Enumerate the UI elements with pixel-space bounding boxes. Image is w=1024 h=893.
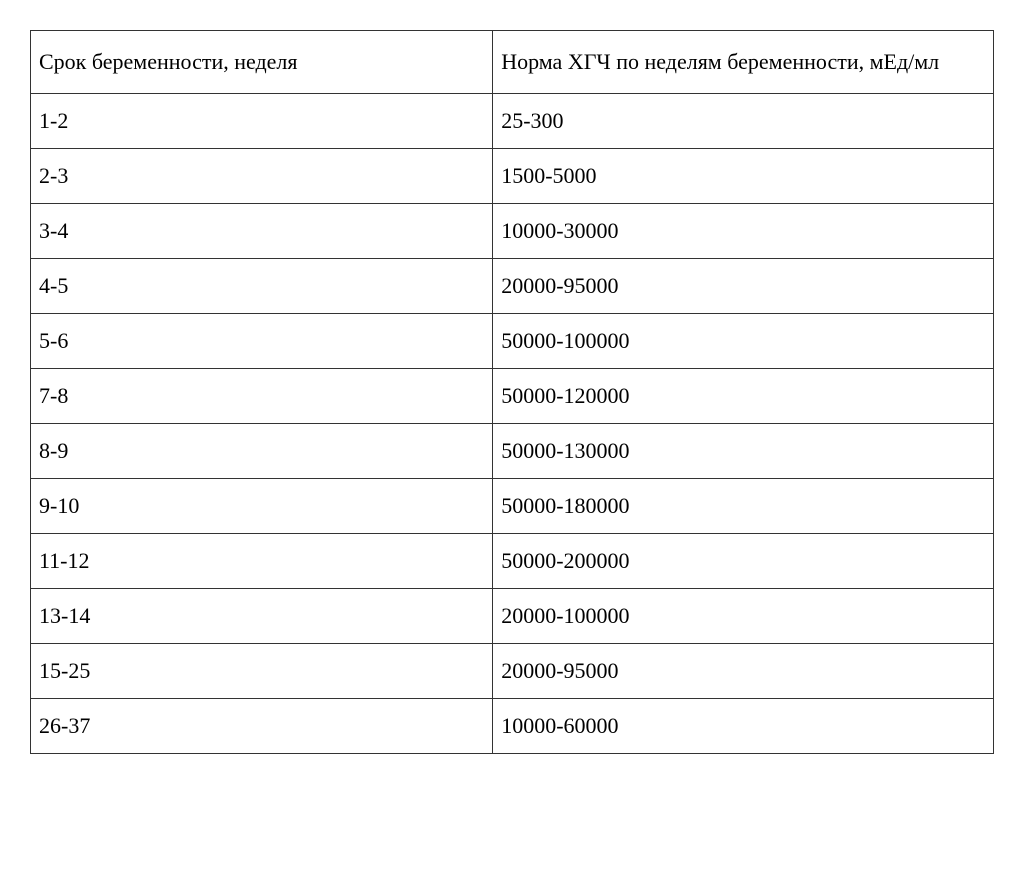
table-row: 1-2 25-300: [31, 94, 994, 149]
cell-weeks: 7-8: [31, 369, 493, 424]
cell-hcg: 25-300: [493, 94, 994, 149]
hcg-norms-table: Срок беременности, неделя Норма ХГЧ по н…: [30, 30, 994, 754]
table-row: 2-3 1500-5000: [31, 149, 994, 204]
cell-hcg: 20000-100000: [493, 589, 994, 644]
cell-weeks: 4-5: [31, 259, 493, 314]
cell-weeks: 15-25: [31, 644, 493, 699]
cell-weeks: 1-2: [31, 94, 493, 149]
cell-hcg: 50000-200000: [493, 534, 994, 589]
cell-weeks: 11-12: [31, 534, 493, 589]
column-header-weeks: Срок беременности, неделя: [31, 31, 493, 94]
cell-weeks: 8-9: [31, 424, 493, 479]
table-row: 13-14 20000-100000: [31, 589, 994, 644]
cell-hcg: 50000-100000: [493, 314, 994, 369]
cell-hcg: 50000-120000: [493, 369, 994, 424]
table-row: 5-6 50000-100000: [31, 314, 994, 369]
cell-hcg: 1500-5000: [493, 149, 994, 204]
cell-weeks: 13-14: [31, 589, 493, 644]
table-row: 15-25 20000-95000: [31, 644, 994, 699]
cell-hcg: 20000-95000: [493, 644, 994, 699]
cell-hcg: 20000-95000: [493, 259, 994, 314]
table-row: 4-5 20000-95000: [31, 259, 994, 314]
table-row: 9-10 50000-180000: [31, 479, 994, 534]
table-row: 8-9 50000-130000: [31, 424, 994, 479]
table-row: 11-12 50000-200000: [31, 534, 994, 589]
cell-weeks: 5-6: [31, 314, 493, 369]
cell-hcg: 10000-30000: [493, 204, 994, 259]
cell-weeks: 3-4: [31, 204, 493, 259]
cell-hcg: 10000-60000: [493, 699, 994, 754]
cell-weeks: 2-3: [31, 149, 493, 204]
column-header-hcg-norm: Норма ХГЧ по неделям беременности, мЕд/м…: [493, 31, 994, 94]
table-row: 3-4 10000-30000: [31, 204, 994, 259]
table-row: 7-8 50000-120000: [31, 369, 994, 424]
cell-weeks: 9-10: [31, 479, 493, 534]
table-row: 26-37 10000-60000: [31, 699, 994, 754]
cell-hcg: 50000-180000: [493, 479, 994, 534]
cell-hcg: 50000-130000: [493, 424, 994, 479]
cell-weeks: 26-37: [31, 699, 493, 754]
table-header-row: Срок беременности, неделя Норма ХГЧ по н…: [31, 31, 994, 94]
